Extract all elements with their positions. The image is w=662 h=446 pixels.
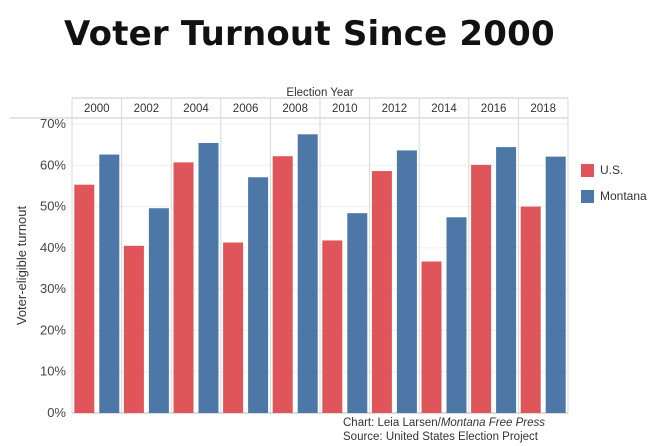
category-label: 2014: [431, 103, 457, 115]
bar-us-2008: [272, 156, 293, 413]
y-tick-label: 30%: [40, 281, 66, 296]
legend-label-montana: Montana: [600, 189, 647, 203]
category-label: 2006: [233, 103, 259, 115]
bar-us-2002: [123, 245, 144, 413]
bar-montana-2010: [347, 213, 368, 413]
bar-montana-2014: [446, 217, 467, 413]
source-credit: Source: United States Election Project: [343, 431, 538, 443]
bar-us-2012: [371, 171, 392, 413]
y-axis-title: Voter-eligible turnout: [14, 205, 29, 325]
category-label: 2000: [84, 103, 110, 115]
bar-us-2014: [421, 261, 442, 413]
credits: Chart: Leia Larsen/Montana Free Press So…: [343, 416, 545, 444]
legend-swatch-montana: [581, 189, 594, 203]
bar-us-2004: [173, 162, 194, 413]
legend-swatch-us: [581, 163, 594, 177]
y-tick-label: 40%: [40, 240, 66, 255]
category-label: 2012: [382, 103, 408, 115]
bar-montana-2008: [297, 134, 318, 414]
bar-montana-2006: [248, 177, 269, 413]
y-tick-label: 60%: [40, 157, 66, 172]
bar-us-2000: [74, 184, 95, 413]
bar-montana-2012: [396, 150, 417, 413]
legend: U.S. Montana: [581, 160, 647, 212]
bar-montana-2000: [99, 154, 120, 413]
legend-item-us: U.S.: [581, 160, 647, 180]
chart-title: Voter Turnout Since 2000: [64, 14, 555, 54]
category-label: 2018: [530, 103, 556, 115]
category-label: 2010: [332, 103, 358, 115]
x-axis-title: Election Year: [286, 87, 353, 99]
y-tick-label: 70%: [40, 116, 66, 131]
legend-item-montana: Montana: [581, 186, 647, 206]
category-label: 2008: [282, 103, 308, 115]
y-tick-label: 10%: [40, 364, 66, 379]
chart-credit-outlet: Montana Free Press: [440, 417, 545, 429]
y-tick-label: 50%: [40, 199, 66, 214]
category-label: 2002: [134, 103, 160, 115]
bar-montana-2004: [198, 142, 219, 413]
bar-us-2016: [471, 164, 492, 413]
bar-us-2006: [223, 242, 244, 413]
category-label: 2016: [481, 103, 507, 115]
bar-montana-2016: [496, 147, 517, 413]
bar-us-2018: [520, 206, 541, 413]
y-tick-label: 20%: [40, 322, 66, 337]
y-tick-label: 0%: [47, 405, 66, 420]
legend-label-us: U.S.: [600, 163, 624, 177]
chart-credit: Chart: Leia Larsen/Montana Free Press: [343, 416, 545, 430]
chart-credit-author: Chart: Leia Larsen/: [343, 417, 441, 429]
category-label: 2004: [183, 103, 209, 115]
bar-us-2010: [322, 240, 343, 413]
bar-montana-2018: [545, 156, 566, 413]
bar-montana-2002: [148, 208, 169, 413]
